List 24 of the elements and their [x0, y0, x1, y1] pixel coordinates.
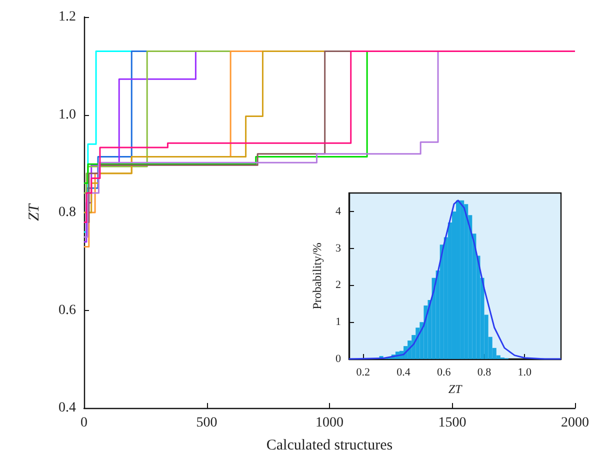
y-tick-label: 4	[336, 205, 342, 218]
x-tick-label: 0.6	[437, 366, 452, 378]
x-tick-label: 1000	[316, 416, 344, 430]
y-tick-label: 1	[336, 316, 341, 328]
x-tick-label: 0.4	[396, 366, 411, 378]
y-tick-label: 0.4	[58, 400, 76, 416]
x-tick-label: 0	[80, 416, 88, 430]
x-tick-label: 2000	[561, 416, 589, 430]
y-axis-title: Probability/%	[310, 242, 324, 310]
x-axis-title: Calculated structures	[266, 438, 393, 454]
y-tick-label: 2	[336, 279, 341, 292]
y-tick-label: 0	[336, 353, 342, 365]
y-tick-label: 0.6	[58, 302, 76, 318]
y-tick-label: 1.0	[58, 107, 76, 122]
x-axis-title: ZT	[448, 382, 463, 396]
x-tick-label: 1.0	[518, 366, 532, 378]
x-tick-label: 0.2	[356, 366, 370, 378]
y-tick-label: 1.2	[58, 10, 76, 24]
y-axis-title: ZT	[26, 202, 42, 221]
y-tick-label: 3	[336, 242, 342, 254]
x-tick-label: 500	[196, 416, 218, 430]
x-tick-label: 0.8	[477, 366, 492, 378]
y-tick-label: 0.8	[58, 205, 76, 220]
x-tick-label: 1500	[438, 416, 466, 430]
